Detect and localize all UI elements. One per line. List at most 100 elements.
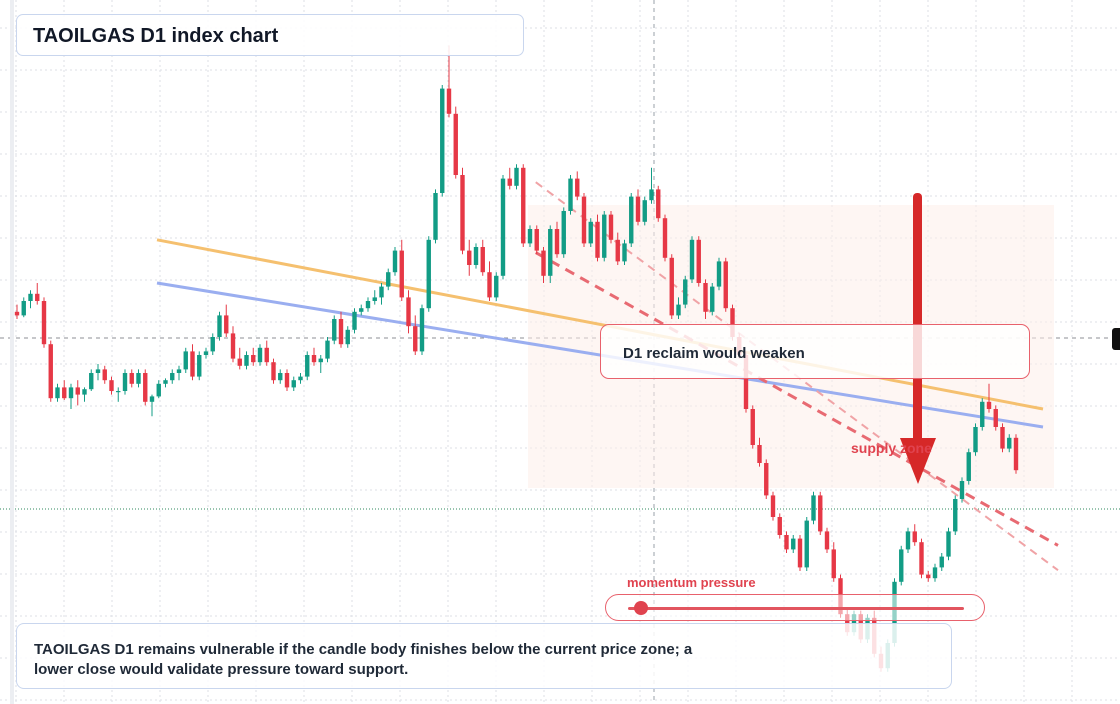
- chart-title: TAOILGAS D1 index chart: [33, 25, 279, 47]
- arrow-shaft: [913, 193, 922, 443]
- candle-up: [203, 351, 209, 355]
- candle-down: [757, 445, 762, 463]
- candle-down: [284, 373, 290, 388]
- candle-down: [190, 351, 195, 377]
- candle-up: [980, 401, 985, 427]
- candle-up: [568, 178, 573, 211]
- candle-up: [176, 369, 182, 373]
- candle-down: [818, 495, 823, 532]
- candle-up: [305, 355, 310, 377]
- candle-up: [359, 308, 364, 312]
- candle-down: [656, 189, 661, 219]
- candle-up: [217, 315, 222, 337]
- momentum-gauge: [605, 594, 985, 621]
- candle-up: [642, 200, 647, 222]
- candle-down: [1000, 427, 1005, 449]
- candle-down: [986, 401, 992, 409]
- candle-up: [28, 293, 33, 301]
- candle-down: [919, 542, 924, 575]
- candle-down: [48, 344, 53, 399]
- candle-up: [392, 250, 398, 273]
- candle-up: [649, 189, 654, 201]
- candle-down: [62, 387, 67, 399]
- candle-up: [318, 358, 323, 363]
- candle-down: [237, 358, 242, 366]
- supply-zone-label: supply zone: [851, 440, 932, 456]
- candle-up: [811, 495, 816, 521]
- candle-up: [21, 301, 26, 316]
- candle-up: [629, 196, 634, 244]
- candle-down: [480, 247, 485, 273]
- candle-down: [224, 315, 229, 334]
- candle-down: [723, 261, 728, 309]
- candle-up: [95, 369, 101, 373]
- candle-up: [122, 373, 128, 391]
- candle-up: [440, 88, 445, 193]
- candle-up: [183, 351, 188, 370]
- candle-down: [75, 387, 80, 395]
- candle-up: [210, 337, 215, 352]
- candle-down: [777, 517, 782, 535]
- candle-up: [136, 373, 141, 384]
- candle-down: [595, 221, 600, 258]
- candle-up: [966, 452, 971, 481]
- candle-up: [602, 214, 607, 258]
- candle-up: [291, 380, 296, 388]
- candle-up: [899, 549, 904, 582]
- candle-down: [993, 409, 998, 427]
- candle-up: [622, 243, 627, 262]
- candle-up: [278, 373, 283, 381]
- candle-up: [689, 239, 695, 280]
- candle-up: [953, 499, 958, 532]
- candle-up: [325, 340, 330, 359]
- left-scale-strip: [10, 0, 14, 704]
- candle-down: [521, 167, 526, 244]
- candle-up: [163, 380, 168, 384]
- candle-down: [541, 250, 546, 276]
- candle-up: [1007, 437, 1012, 449]
- candle-down: [831, 549, 836, 579]
- candle-down: [797, 538, 803, 568]
- callout-text: D1 reclaim would weaken: [623, 345, 805, 362]
- candle-up: [959, 481, 965, 499]
- candle-down: [507, 178, 512, 186]
- candle-up: [365, 301, 371, 309]
- candle-down: [824, 531, 830, 550]
- momentum-label: momentum pressure: [627, 575, 756, 590]
- candle-down: [926, 574, 931, 579]
- candle-down: [696, 239, 701, 283]
- candle-up: [332, 319, 337, 341]
- candle-up: [473, 247, 479, 265]
- candle-down: [912, 531, 917, 543]
- price-tag-marker: [1112, 328, 1120, 350]
- candle-down: [750, 409, 755, 445]
- dashed-lower-trend: [535, 251, 1059, 547]
- candle-up: [82, 389, 87, 395]
- candle-up: [149, 396, 155, 402]
- candle-down: [413, 326, 418, 352]
- candle-down: [251, 355, 256, 363]
- candle-up: [716, 261, 722, 287]
- candle-down: [615, 239, 620, 262]
- candle-down: [129, 373, 134, 384]
- candle-up: [710, 286, 715, 312]
- candle-up: [939, 556, 944, 568]
- candle-up: [946, 531, 951, 557]
- candle-up: [386, 272, 391, 287]
- title-box: TAOILGAS D1 index chart: [16, 14, 524, 56]
- candle-down: [264, 347, 269, 363]
- candle-up: [372, 297, 377, 301]
- candle-down: [35, 293, 40, 301]
- candle-up: [156, 383, 161, 397]
- candle-up: [116, 391, 121, 393]
- candle-down: [143, 373, 148, 402]
- candle-down: [554, 229, 560, 255]
- candle-down: [703, 283, 708, 312]
- candle-up: [973, 427, 978, 453]
- candle-up: [419, 308, 425, 352]
- candle-down: [271, 362, 276, 381]
- candle-down: [608, 214, 614, 240]
- candle-down: [1013, 437, 1019, 471]
- candle-up: [932, 567, 938, 579]
